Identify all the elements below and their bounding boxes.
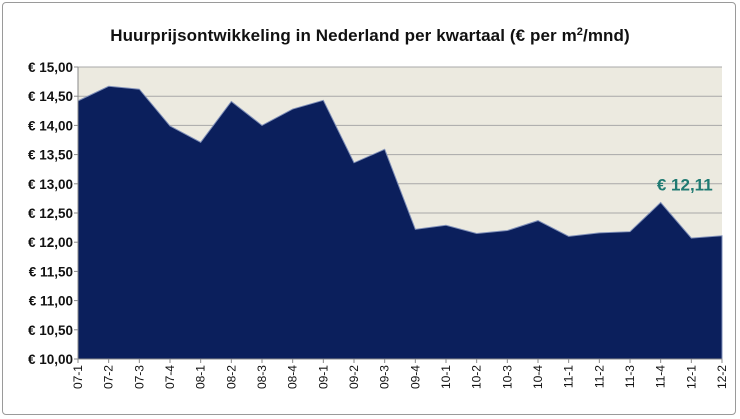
x-tick-label: 10-3 bbox=[500, 365, 514, 389]
x-tick-label: 10-1 bbox=[439, 365, 453, 389]
x-tick-label: 09-4 bbox=[408, 365, 422, 389]
x-tick-label: 08-3 bbox=[255, 365, 269, 389]
x-tick-label: 10-4 bbox=[531, 365, 545, 389]
y-tick-label: € 10,50 bbox=[28, 323, 73, 338]
y-tick-label: € 14,50 bbox=[28, 89, 73, 104]
x-tick-label: 12-1 bbox=[684, 365, 698, 389]
chart-title: Huurprijsontwikkeling in Nederland per k… bbox=[0, 26, 740, 46]
chart-title-end: /mnd) bbox=[583, 26, 630, 45]
y-tick-label: € 11,50 bbox=[29, 264, 73, 279]
y-tick-label: € 14,00 bbox=[28, 118, 73, 133]
x-tick-label: 08-4 bbox=[286, 365, 300, 389]
x-tick-label: 11-1 bbox=[562, 365, 576, 388]
x-tick-label: 07-4 bbox=[163, 365, 177, 389]
x-tick-label: 12-2 bbox=[715, 365, 729, 389]
y-tick-label: € 12,50 bbox=[28, 206, 73, 221]
x-tick-label: 07-3 bbox=[132, 365, 146, 389]
chart-title-superscript: 2 bbox=[576, 26, 584, 38]
x-tick-label: 08-1 bbox=[194, 365, 208, 389]
y-tick-label: € 15,00 bbox=[28, 60, 73, 75]
y-tick-label: € 11,00 bbox=[29, 294, 73, 309]
x-tick-label: 09-1 bbox=[316, 365, 330, 389]
x-tick-label: 10-2 bbox=[470, 365, 484, 389]
y-tick-label: € 13,50 bbox=[28, 148, 73, 163]
y-tick-label: € 12,00 bbox=[28, 235, 73, 250]
x-tick-label: 11-4 bbox=[654, 365, 668, 388]
y-tick-label: € 13,00 bbox=[28, 177, 73, 192]
x-tick-label: 08-2 bbox=[224, 365, 238, 389]
x-tick-label: 07-1 bbox=[71, 365, 85, 389]
annotation-label: € 12,11 bbox=[657, 175, 713, 194]
chart-title-main: Huurprijsontwikkeling in Nederland per k… bbox=[110, 26, 577, 45]
y-tick-label: € 10,00 bbox=[28, 352, 73, 367]
x-tick-label: 11-3 bbox=[623, 365, 637, 388]
x-tick-label: 09-2 bbox=[347, 365, 361, 389]
x-tick-label: 07-2 bbox=[102, 365, 116, 389]
x-tick-label: 09-3 bbox=[378, 365, 392, 389]
x-tick-label: 11-2 bbox=[592, 365, 606, 388]
